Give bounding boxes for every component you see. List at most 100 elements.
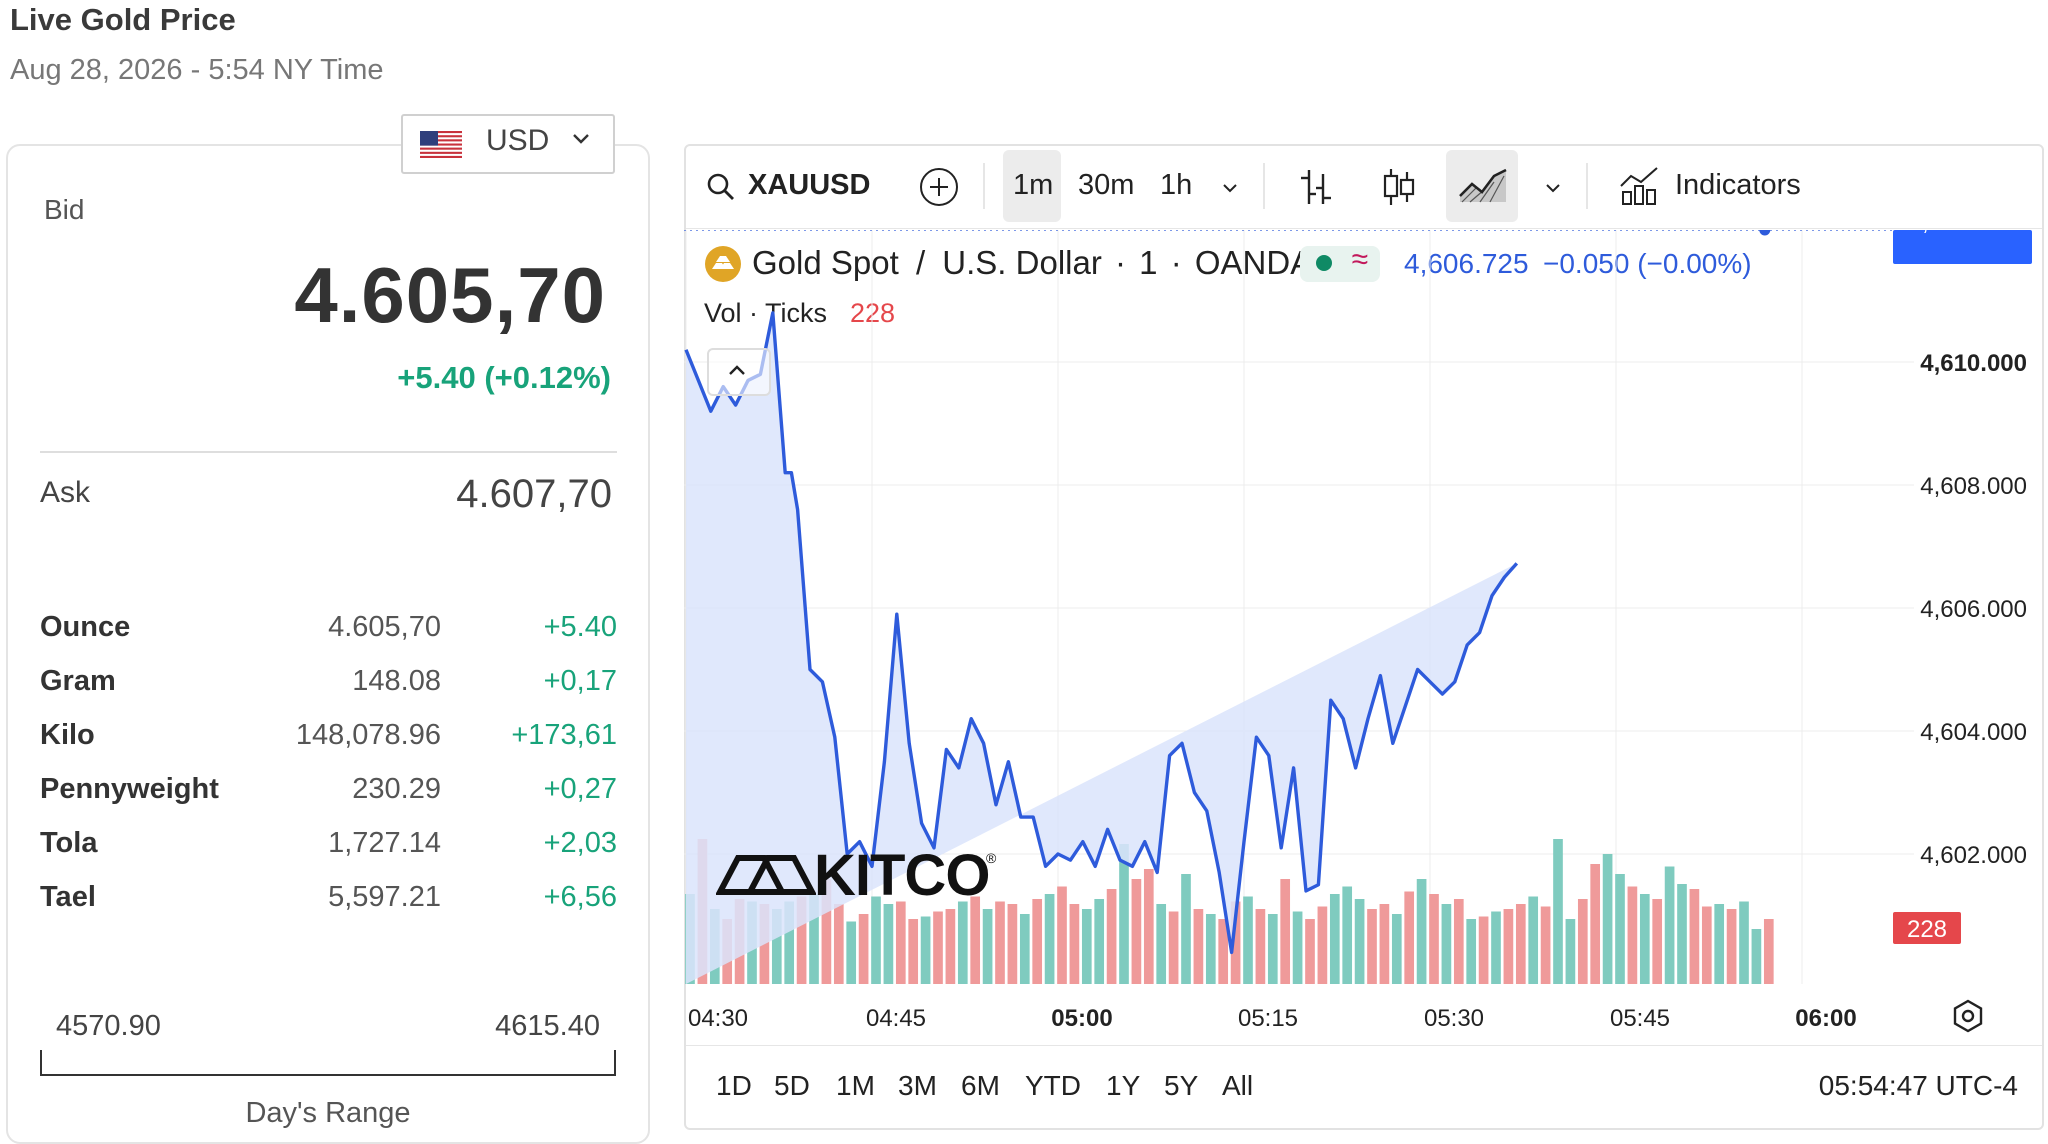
gold-symbol-icon <box>705 246 741 282</box>
range-6m[interactable]: 6M <box>961 1070 1000 1101</box>
price-line <box>684 311 1519 955</box>
x-tick-label: 04:45 <box>866 1005 926 1032</box>
day-range-bar <box>40 1050 616 1076</box>
search-icon[interactable] <box>706 172 736 202</box>
legend-change: −0.050 (−0.00%) <box>1543 248 1752 279</box>
volume-bar <box>871 896 881 984</box>
unit-price: 148,078.96 <box>295 719 441 751</box>
range-all[interactable]: All <box>1222 1070 1254 1101</box>
volume-bar <box>1739 901 1749 984</box>
x-tick-label: 05:00 <box>1051 1005 1112 1032</box>
unit-change: +2,03 <box>543 827 617 859</box>
volume-bar <box>1540 906 1551 984</box>
interval-30m[interactable]: 30m <box>1078 169 1135 201</box>
bar-chart-type-icon[interactable] <box>1298 166 1334 208</box>
unit-name: Gram <box>40 665 116 697</box>
volume-bar <box>945 909 956 984</box>
collapse-legend-button[interactable] <box>707 348 771 396</box>
ask-label: Ask <box>40 476 91 509</box>
legend-interval: 1 <box>1139 244 1158 281</box>
page-title: Live Gold Price <box>10 2 236 37</box>
settings-icon[interactable] <box>1950 998 1986 1034</box>
volume-bar <box>1007 904 1018 984</box>
range-5y[interactable]: 5Y <box>1164 1070 1199 1101</box>
unit-change: +173,61 <box>511 719 617 751</box>
volume-bar <box>982 909 993 984</box>
volume-bar <box>1404 891 1415 984</box>
y-tick-label: 4,606.000 <box>1920 596 2027 623</box>
legend-last-price: 4,606.725 <box>1404 248 1529 279</box>
indicators-icon[interactable] <box>1619 166 1661 206</box>
last-price-tag-label: 4,606.725 <box>1909 230 2016 236</box>
volume-bar <box>1069 904 1080 984</box>
volume-legend-value: 228 <box>850 298 896 328</box>
y-tick-label: 4,604.000 <box>1920 719 2027 746</box>
volume-bar <box>1032 899 1043 984</box>
unit-price: 5,597.21 <box>328 881 441 913</box>
price-chart[interactable]: 4,610.0004,608.0004,606.0004,604.0004,60… <box>684 230 2042 1043</box>
add-symbol-icon[interactable] <box>918 166 960 208</box>
volume-bar <box>1565 919 1576 984</box>
x-tick-label: 05:30 <box>1424 1005 1484 1032</box>
volume-bar <box>1379 904 1390 984</box>
range-1m[interactable]: 1M <box>836 1070 875 1101</box>
volume-bar <box>1205 914 1216 984</box>
interval-chevron-down-icon[interactable] <box>1219 177 1241 199</box>
market-status-badge[interactable] <box>1300 246 1380 282</box>
volume-bar <box>1639 894 1650 984</box>
interval-1m[interactable]: 1m <box>1013 169 1054 201</box>
volume-bar <box>1391 914 1402 984</box>
range-5d[interactable]: 5D <box>774 1070 810 1101</box>
volume-bar <box>1119 844 1129 984</box>
ask-price: 4.607,70 <box>456 472 612 516</box>
area-chart-icon[interactable] <box>1458 166 1508 206</box>
range-ytd[interactable]: YTD <box>1025 1070 1081 1101</box>
unit-price: 4.605,70 <box>328 611 441 643</box>
range-1d[interactable]: 1D <box>716 1070 752 1101</box>
unit-name: Kilo <box>40 719 95 751</box>
volume-bar <box>1342 886 1353 984</box>
bid-label: Bid <box>44 194 85 225</box>
chart-type-chevron-down-icon[interactable] <box>1542 177 1564 199</box>
range-1y[interactable]: 1Y <box>1106 1070 1141 1101</box>
symbol-search[interactable]: XAUUSD <box>748 169 871 201</box>
volume-bar <box>1689 889 1700 984</box>
volume-bar <box>1305 919 1315 984</box>
unit-row-tola: Tola 1,727.14 +2,03 <box>40 827 617 871</box>
legend-dot: · <box>1170 244 1182 281</box>
legend-source: OANDA <box>1194 244 1313 281</box>
x-tick-label: 05:15 <box>1238 1005 1298 1032</box>
volume-bar <box>1143 869 1154 984</box>
volume-legend-label: Vol · Ticks <box>704 298 828 328</box>
y-axis-labels: 4,610.000 4,608.000 4,606.000 4,604.000 4,60… <box>1920 350 2027 869</box>
divider <box>40 451 617 453</box>
unit-price: 1,727.14 <box>328 827 441 859</box>
volume-bar <box>1280 879 1291 984</box>
volume-bar <box>1081 909 1092 984</box>
legend-name: Gold Spot <box>752 244 899 281</box>
bid-change: +5.40 (+0.12%) <box>397 360 611 395</box>
bid-price: 4.605,70 <box>294 251 606 339</box>
volume-bar <box>1429 894 1439 984</box>
volume-bar <box>1677 884 1687 984</box>
volume-bar <box>1503 909 1514 984</box>
volume-bar <box>1466 919 1477 984</box>
volume-bar <box>809 894 819 984</box>
range-3m[interactable]: 3M <box>898 1070 937 1101</box>
volume-bar <box>1156 904 1167 984</box>
volume-bar <box>1726 909 1737 984</box>
volume-bar <box>796 896 807 984</box>
volume-bar <box>920 916 931 984</box>
currency-label: USD <box>486 124 550 157</box>
unit-row-tael: Tael 5,597.21 +6,56 <box>40 881 617 925</box>
candlestick-icon[interactable] <box>1381 166 1417 208</box>
unit-change: +0,17 <box>543 665 617 697</box>
legend-quote: U.S. Dollar <box>942 244 1102 281</box>
interval-1h[interactable]: 1h <box>1160 169 1193 201</box>
volume-bar <box>1131 879 1142 984</box>
volume-bar <box>1590 864 1601 984</box>
volume-bar <box>1491 911 1501 984</box>
indicators-button[interactable]: Indicators <box>1675 169 1801 201</box>
volume-bar <box>1577 899 1588 984</box>
us-flag-icon <box>420 131 462 158</box>
